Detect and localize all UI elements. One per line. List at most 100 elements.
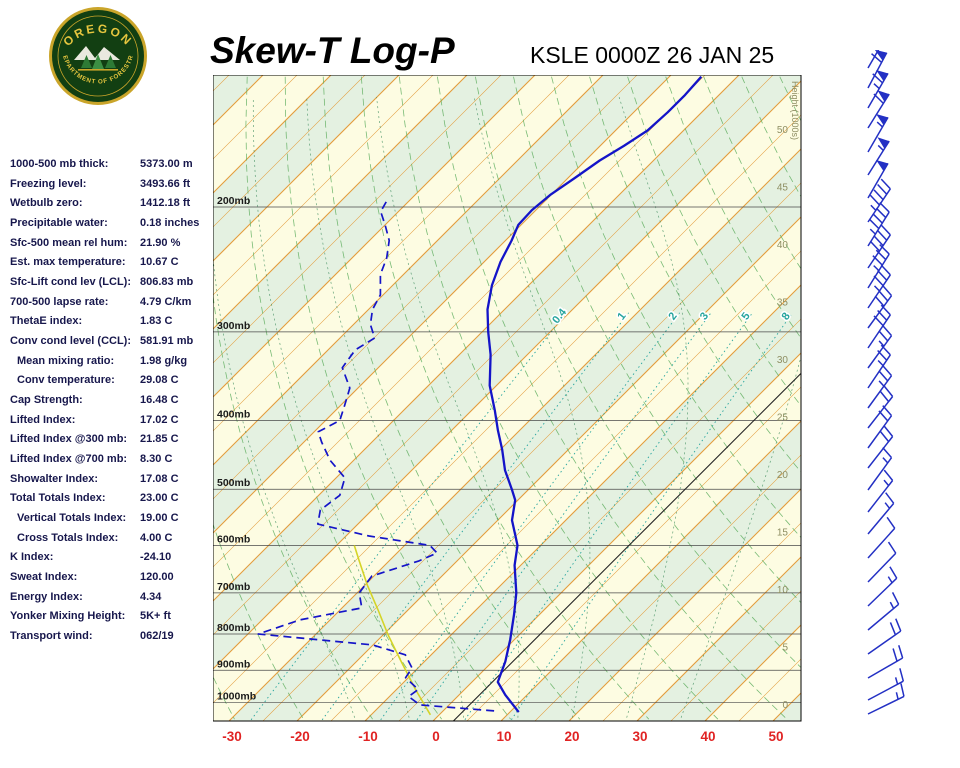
- stat-value: 1412.18 ft: [140, 197, 191, 210]
- stat-label: Sfc-Lift cond lev (LCL):: [10, 276, 131, 289]
- height-tick-label: 15: [777, 528, 789, 539]
- stat-label: Wetbulb zero:: [10, 197, 83, 210]
- wind-barb: [867, 668, 905, 701]
- height-tick-label: 20: [777, 470, 789, 481]
- temp-axis-tick-label: 0: [432, 729, 440, 744]
- wind-barb: [867, 69, 889, 109]
- reference-isotherm-line: [453, 372, 801, 721]
- height-tick-label: 40: [777, 240, 789, 251]
- temperature-trace: [486, 75, 703, 713]
- wind-barb: [867, 645, 904, 679]
- pressure-label: 800mb: [217, 622, 250, 634]
- stat-label: Showalter Index:: [10, 472, 99, 485]
- stat-value: 29.08 C: [140, 374, 179, 387]
- stat-value: 1.83 C: [140, 315, 173, 328]
- tree-icon: [81, 55, 92, 68]
- chart-border: [213, 75, 802, 722]
- height-tick-label: 45: [777, 183, 789, 194]
- stat-value: 1.98 g/kg: [140, 354, 188, 367]
- stat-value: 581.91 mb: [140, 335, 194, 348]
- stat-label: K Index:: [10, 551, 54, 564]
- wind-barb: [867, 224, 891, 269]
- stat-label: Transport wind:: [10, 630, 93, 643]
- stat-label: Lifted Index @300 mb:: [10, 433, 128, 446]
- wind-barb-column: [867, 50, 905, 715]
- stat-label: Sfc-500 mean rel hum:: [10, 236, 128, 249]
- temp-axis-tick-label: -20: [290, 729, 310, 744]
- indices-panel: 1000-500 mb thick: 5373.00 m Freezing leve…: [10, 158, 210, 650]
- stat-value: 21.90 %: [140, 236, 181, 249]
- stat-value: 806.83 mb: [140, 276, 194, 289]
- wind-barb: [867, 159, 889, 199]
- stat-value: 10.67 C: [140, 256, 179, 269]
- stat-label: Cross Totals Index:: [17, 531, 119, 544]
- wind-barb: [867, 202, 890, 247]
- stat-row: Lifted Index @300 mb: 21.85 C: [10, 433, 210, 453]
- stat-value: 23.00 C: [140, 492, 179, 505]
- height-tick-label: 35: [777, 298, 789, 309]
- height-scale-title: Height (1000s): [790, 81, 800, 140]
- stat-row: Vertical Totals Index: 19.00 C: [10, 512, 210, 532]
- stat-value: 8.30 C: [140, 453, 173, 466]
- stat-value: 4.00 C: [140, 531, 173, 544]
- moist-adiabats: [213, 96, 801, 718]
- wind-barb: [867, 178, 891, 223]
- tree-icon: [105, 55, 116, 68]
- stat-value: 19.00 C: [140, 512, 179, 525]
- stat-value: 120.00: [140, 571, 174, 584]
- wind-barb: [867, 425, 894, 469]
- stat-row: Yonker Mixing Height: 5K+ ft: [10, 610, 210, 630]
- stat-row: ThetaE index: 1.83 C: [10, 315, 210, 335]
- height-tick-label: 10: [777, 585, 789, 596]
- stat-row: Transport wind: 062/19: [10, 630, 210, 650]
- pressure-label: 700mb: [217, 581, 250, 593]
- stat-label: Est. max temperature:: [10, 256, 126, 269]
- stat-row: 1000-500 mb thick: 5373.00 m: [10, 158, 210, 178]
- wind-barb: [867, 541, 897, 583]
- stat-value: 5373.00 m: [140, 158, 193, 170]
- pressure-lines: 200mb 300mb 400mb 500mb 600mb 700mb 800mb 900mb…: [213, 195, 801, 704]
- pressure-label: 500mb: [217, 477, 250, 489]
- stat-row: Conv temperature: 29.08 C: [10, 374, 210, 394]
- stat-row: Wetbulb zero: 1412.18 ft: [10, 197, 210, 217]
- height-tick-label: 25: [777, 413, 789, 424]
- pressure-label: 400mb: [217, 408, 250, 420]
- stat-value: 062/19: [140, 630, 174, 643]
- stat-label: Sweat Index:: [10, 571, 78, 584]
- isotherm-lines: [213, 75, 801, 721]
- stat-row: Lifted Index: 17.02 C: [10, 414, 210, 434]
- mountains-icon: [74, 46, 120, 60]
- stat-row: Cross Totals Index: 4.00 C: [10, 532, 210, 552]
- stat-label: Conv temperature:: [17, 374, 115, 387]
- stat-value: 17.08 C: [140, 472, 179, 485]
- stat-value: 5K+ ft: [140, 610, 171, 623]
- logo-ground-line: [78, 69, 118, 71]
- temp-axis-tick-label: 30: [632, 729, 647, 744]
- stat-row: Mean mixing ratio: 1.98 g/kg: [10, 355, 210, 375]
- wind-barb: [867, 566, 898, 607]
- stat-row: Lifted Index @700 mb: 8.30 C: [10, 453, 210, 473]
- temp-axis-labels: -30 -20 -10 0 10 20 30 40 50: [222, 729, 783, 744]
- stat-row: Conv cond level (CCL): 581.91 mb: [10, 335, 210, 355]
- wind-barb: [867, 50, 888, 89]
- dewpoint-trace: [257, 197, 495, 712]
- stat-value: 16.48 C: [140, 394, 179, 407]
- stat-label: Mean mixing ratio:: [17, 354, 115, 367]
- stat-label: Yonker Mixing Height:: [10, 610, 126, 623]
- stat-label: Lifted Index @700 mb:: [10, 453, 128, 466]
- height-tick-label: 5: [782, 643, 788, 654]
- wind-barb: [867, 137, 890, 176]
- temp-axis-tick-label: 10: [496, 729, 511, 744]
- logo-inner-ring: [57, 15, 139, 97]
- odf-logo-seal: OREGON DEPARTMENT OF FORESTRY: [45, 1, 147, 105]
- station-datetime: KSLE 0000Z 26 JAN 25: [530, 42, 775, 68]
- pressure-label: 300mb: [217, 320, 250, 332]
- stat-row: K Index: -24.10: [10, 551, 210, 571]
- wind-barb: [867, 492, 895, 535]
- stat-label: Lifted Index:: [10, 413, 76, 426]
- wind-barb: [867, 683, 905, 715]
- tree-icon: [92, 54, 104, 69]
- wind-barb: [867, 90, 890, 129]
